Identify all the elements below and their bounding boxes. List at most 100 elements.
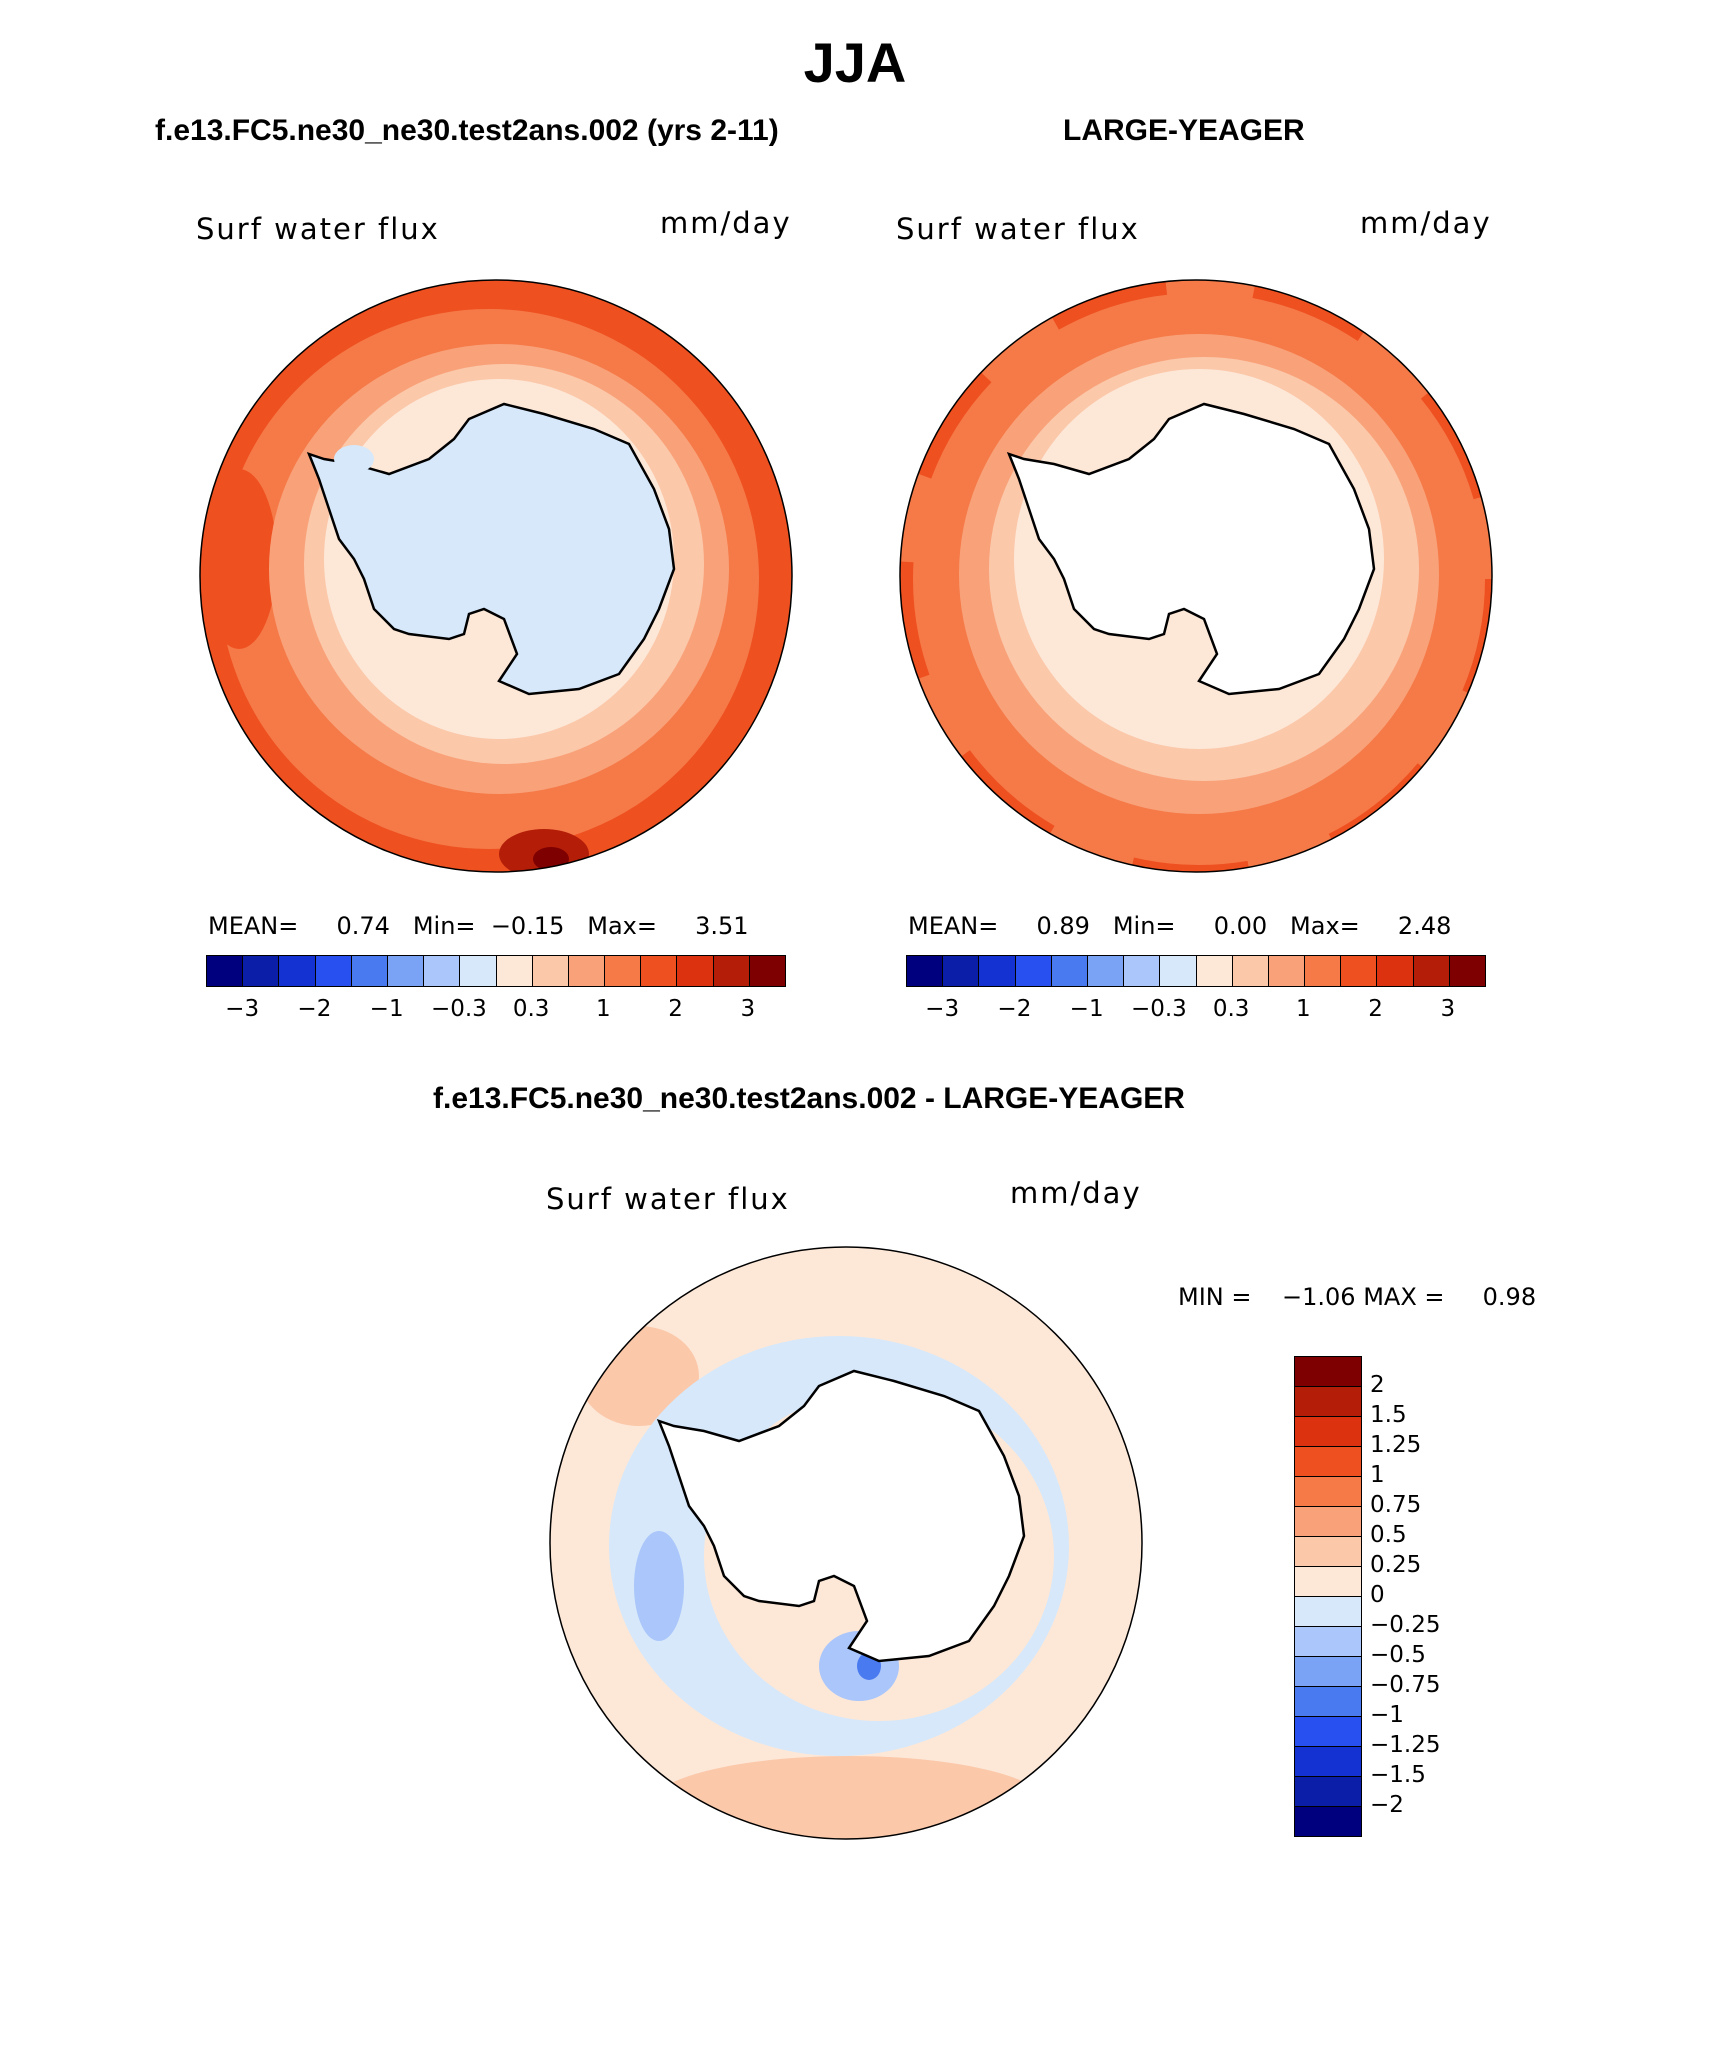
diff-colorbar-labels: 2 1.5 1.25 1 0.75 0.5 0.25 0 −0.25 −0.5 −0.75 −1 −1.… (1370, 1356, 1490, 1836)
panel2-colorbar-swatch (1377, 956, 1414, 986)
panel2-max-value: 2.48 (1397, 912, 1452, 940)
panel1-colorbar-swatch (279, 956, 316, 986)
panel1-colorbar-swatch (387, 956, 425, 986)
panel1-colorbar-swatch (207, 956, 244, 986)
panel1-mean-value: 0.74 (336, 912, 390, 940)
panel1-field-band-darker (200, 280, 792, 872)
panel2-colorbar-tick-label: −2 (997, 996, 1032, 1022)
diff-polar-map (549, 1246, 1143, 1840)
panel1-colorbar-swatch (568, 956, 606, 986)
diff-max-label: MAX = (1363, 1283, 1445, 1311)
panel2-colorbar-swatch (1449, 956, 1485, 986)
panel1-colorbar-tick-label: 2 (668, 996, 683, 1022)
panel1-header: f.e13.FC5.ne30_ne30.test2ans.002 (yrs 2-… (155, 114, 779, 147)
page-title: JJA (803, 31, 907, 94)
panel1-colorbar-swatch (424, 956, 461, 986)
panel1-mean-label: MEAN= (208, 912, 299, 940)
panel2-units-label: mm/day (1360, 206, 1492, 240)
panel2-polar-map (899, 279, 1493, 873)
panel1-colorbar-swatch (315, 956, 352, 986)
diff-min-label: MIN = (1178, 1283, 1252, 1311)
panel2-colorbar-tick-label: 3 (1440, 996, 1456, 1022)
diff-colorbar-swatch (1295, 1507, 1361, 1537)
panel1-polar-map (199, 279, 793, 873)
panel2-colorbar-swatch (1413, 956, 1450, 986)
diff-colorbar-label: −0.75 (1370, 1672, 1441, 1698)
diff-colorbar (1294, 1356, 1362, 1837)
panel1-colorbar-tick-label: 0.3 (512, 996, 550, 1022)
panel2-colorbar-tick-label: 1 (1296, 996, 1311, 1022)
panel1-colorbar-swatch (641, 956, 678, 986)
panel1-colorbar-tick-label: 3 (740, 996, 756, 1022)
diff-colorbar-label: −1.25 (1370, 1732, 1441, 1758)
diff-colorbar-label: 0.75 (1370, 1492, 1422, 1518)
panel2-colorbar-swatch (943, 956, 980, 986)
diff-colorbar-swatch (1295, 1537, 1361, 1567)
panel2-colorbar-swatch (1160, 956, 1197, 986)
diff-colorbar-swatch (1295, 1807, 1361, 1836)
diff-colorbar-label: 0.25 (1370, 1552, 1422, 1578)
panel2-antarctica-land (1006, 402, 1376, 696)
panel1-colorbar-ticks: −3 −2 −1 −0.3 0.3 1 2 3 (206, 996, 784, 1026)
diff-colorbar-swatch (1295, 1747, 1361, 1777)
diff-colorbar-swatch (1295, 1357, 1361, 1387)
panel1-antarctica-land (306, 402, 676, 696)
diff-colorbar-swatch (1295, 1477, 1361, 1507)
diff-colorbar-swatch (1295, 1687, 1361, 1717)
panel1-colorbar (206, 955, 786, 987)
diff-colorbar-label: −0.25 (1370, 1612, 1441, 1638)
panel2-header: LARGE-YEAGER (1063, 114, 1305, 147)
diff-colorbar-label: −1.5 (1370, 1762, 1426, 1788)
panel2-min-value: 0.00 (1213, 912, 1268, 940)
panel2-stats: MEAN= 0.89 Min= 0.00 Max= 2.48 (908, 912, 1451, 940)
diff-colorbar-label: 1 (1370, 1462, 1385, 1488)
panel1-colorbar-tick-label: −2 (297, 996, 332, 1022)
panel1-units-label: mm/day (660, 206, 792, 240)
panel1-colorbar-tick-label: −3 (225, 996, 260, 1022)
diff-colorbar-swatch (1295, 1777, 1361, 1807)
diff-colorbar-label: −1 (1370, 1702, 1404, 1728)
panel2-colorbar-tick-label: −1 (1069, 996, 1104, 1022)
panel2-max-label: Max= (1290, 912, 1360, 940)
diff-colorbar-swatch (1295, 1627, 1361, 1657)
panel1-max-value: 3.51 (695, 912, 749, 940)
panel2-colorbar-tick-label: 2 (1368, 996, 1383, 1022)
diff-colorbar-swatch (1295, 1567, 1361, 1597)
panel2-min-label: Min= (1112, 912, 1176, 940)
panel2-variable-label: Surf water flux (896, 212, 1140, 246)
panel2-colorbar-swatch (1196, 956, 1233, 986)
diff-colorbar-swatch (1295, 1717, 1361, 1747)
diff-colorbar-label: 0.5 (1370, 1522, 1407, 1548)
panel1-min-label: Min= (412, 912, 476, 940)
panel1-stats: MEAN= 0.74 Min= −0.15 Max= 3.51 (208, 912, 749, 940)
panel2-colorbar-swatch (979, 956, 1016, 986)
diff-colorbar-label: 1.5 (1370, 1402, 1407, 1428)
panel1-colorbar-swatch (713, 956, 750, 986)
panel1-min-value: −0.15 (490, 912, 565, 940)
diff-header: f.e13.FC5.ne30_ne30.test2ans.002 - LARGE… (433, 1082, 1185, 1115)
panel1-colorbar-swatch (605, 956, 642, 986)
panel2-colorbar-swatch (1232, 956, 1269, 986)
diff-minmax: MIN = −1.06 MAX = 0.98 (1178, 1283, 1536, 1311)
panel1-colorbar-tick-label: 1 (596, 996, 611, 1022)
diff-antarctica-land (656, 1369, 1026, 1663)
panel1-colorbar-tick-label: −1 (369, 996, 404, 1022)
panel1-max-label: Max= (587, 912, 657, 940)
diff-field-neg-patch (634, 1531, 684, 1641)
panel2-colorbar-ticks: −3 −2 −1 −0.3 0.3 1 2 3 (906, 996, 1484, 1026)
panel2-colorbar-swatch (1015, 956, 1052, 986)
panel2-colorbar-tick-label: −3 (925, 996, 960, 1022)
panel2-colorbar-tick-label: 0.3 (1212, 996, 1250, 1022)
panel2-colorbar-swatch (1341, 956, 1378, 986)
diff-max-value: 0.98 (1482, 1283, 1537, 1311)
panel2-colorbar-tick-label: −0.3 (1130, 996, 1187, 1022)
diff-colorbar-label: 1.25 (1370, 1432, 1422, 1458)
panel2-colorbar (906, 955, 1486, 987)
diff-colorbar-swatch (1295, 1597, 1361, 1627)
diff-colorbar-label: 0 (1370, 1582, 1385, 1608)
panel1-colorbar-swatch (496, 956, 533, 986)
panel1-colorbar-swatch (677, 956, 714, 986)
panel1-colorbar-tick-label: −0.3 (430, 996, 487, 1022)
panel2-colorbar-swatch (907, 956, 944, 986)
diff-colorbar-label: −2 (1370, 1792, 1404, 1818)
